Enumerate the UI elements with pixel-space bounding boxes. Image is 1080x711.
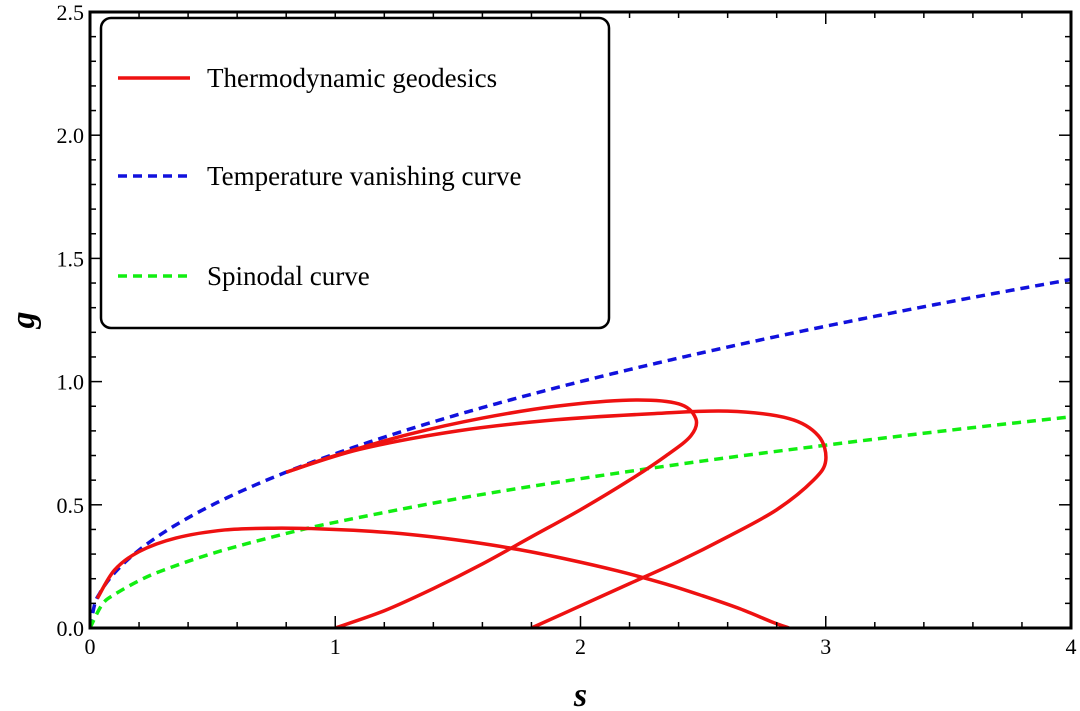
- y-tick-label: 2.0: [57, 123, 85, 148]
- y-axis-title: g: [5, 312, 42, 330]
- series-group: [90, 277, 1071, 628]
- x-tick-label: 0: [85, 634, 96, 659]
- x-tick-label: 1: [330, 634, 341, 659]
- y-tick-label: 1.5: [57, 246, 85, 271]
- series-line-temperature: [90, 277, 1071, 628]
- y-tick-label: 0.0: [57, 616, 85, 641]
- legend-box: [99, 16, 611, 330]
- legend-label: Temperature vanishing curve: [207, 161, 521, 191]
- legend-label: Spinodal curve: [207, 261, 370, 291]
- x-tick-label: 2: [575, 634, 586, 659]
- y-tick-label: 2.5: [57, 0, 85, 25]
- axis-ticks: 0 1 2 3 4 0.0 0.5 1.0 1.5 2.0 2.5: [57, 0, 1077, 659]
- y-tick-label: 1.0: [57, 370, 85, 395]
- series-line-geodesic-3: [285, 398, 699, 628]
- x-tick-label: 3: [820, 634, 831, 659]
- legend-label: Thermodynamic geodesics: [207, 63, 497, 93]
- y-tick-label: 0.5: [57, 493, 85, 518]
- series-line-geodesic-4: [285, 409, 828, 628]
- series-line-geodesic-2: [95, 526, 790, 628]
- x-axis-title: s: [573, 677, 587, 711]
- legend: Thermodynamic geodesics Temperature vanis…: [99, 16, 611, 330]
- x-tick-label: 4: [1066, 634, 1077, 659]
- series-line-spinodal: [90, 415, 1071, 628]
